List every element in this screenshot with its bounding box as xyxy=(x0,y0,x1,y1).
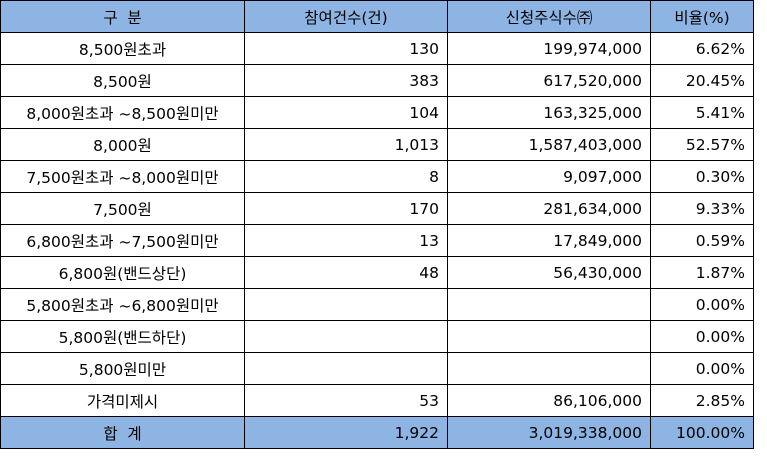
row-count: 1,013 xyxy=(244,128,448,161)
total-count: 1,922 xyxy=(244,416,448,449)
table-row: 8,500원초과 130 199,974,000 6.62% xyxy=(0,32,754,65)
table-row: 가격미제시 53 86,106,000 2.85% xyxy=(0,384,754,417)
header-category: 구 분 xyxy=(0,0,245,33)
row-ratio: 0.59% xyxy=(650,224,754,257)
row-ratio: 52.57% xyxy=(650,128,754,161)
row-label: 5,800원(밴드하단) xyxy=(0,320,245,353)
header-count: 참여건수(건) xyxy=(244,0,448,33)
row-label: 7,500원초과 ~8,000원미만 xyxy=(0,160,245,193)
row-count xyxy=(244,288,448,321)
row-ratio: 0.00% xyxy=(650,288,754,321)
row-shares: 1,587,403,000 xyxy=(447,128,651,161)
row-shares: 17,849,000 xyxy=(447,224,651,257)
row-count: 383 xyxy=(244,64,448,97)
row-shares: 617,520,000 xyxy=(447,64,651,97)
row-label: 5,800원초과 ~6,800원미만 xyxy=(0,288,245,321)
row-label: 8,500원 xyxy=(0,64,245,97)
header-ratio: 비율(%) xyxy=(650,0,754,33)
row-count xyxy=(244,320,448,353)
row-ratio: 1.87% xyxy=(650,256,754,289)
row-label: 가격미제시 xyxy=(0,384,245,417)
row-shares: 199,974,000 xyxy=(447,32,651,65)
table-row: 8,500원 383 617,520,000 20.45% xyxy=(0,64,754,97)
row-label: 8,000원초과 ~8,500원미만 xyxy=(0,96,245,129)
table-row: 5,800원(밴드하단) 0.00% xyxy=(0,320,754,353)
row-shares xyxy=(447,320,651,353)
row-label: 8,000원 xyxy=(0,128,245,161)
row-count: 53 xyxy=(244,384,448,417)
row-label: 7,500원 xyxy=(0,192,245,225)
row-label: 6,800원(밴드상단) xyxy=(0,256,245,289)
table-row: 7,500원 170 281,634,000 9.33% xyxy=(0,192,754,225)
row-count: 104 xyxy=(244,96,448,129)
total-ratio: 100.00% xyxy=(650,416,754,449)
row-shares xyxy=(447,352,651,385)
row-ratio: 6.62% xyxy=(650,32,754,65)
row-ratio: 0.00% xyxy=(650,320,754,353)
row-shares: 281,634,000 xyxy=(447,192,651,225)
row-count: 170 xyxy=(244,192,448,225)
row-count: 130 xyxy=(244,32,448,65)
row-label: 6,800원초과 ~7,500원미만 xyxy=(0,224,245,257)
row-ratio: 20.45% xyxy=(650,64,754,97)
row-label: 8,500원초과 xyxy=(0,32,245,65)
row-count: 8 xyxy=(244,160,448,193)
row-shares: 56,430,000 xyxy=(447,256,651,289)
total-row: 합 계 1,922 3,019,338,000 100.00% xyxy=(0,416,754,449)
table-row: 8,000원 1,013 1,587,403,000 52.57% xyxy=(0,128,754,161)
table-row: 5,800원미만 0.00% xyxy=(0,352,754,385)
row-count: 48 xyxy=(244,256,448,289)
table-row: 5,800원초과 ~6,800원미만 0.00% xyxy=(0,288,754,321)
header-shares: 신청주식수㈜ xyxy=(447,0,651,33)
table-row: 6,800원(밴드상단) 48 56,430,000 1.87% xyxy=(0,256,754,289)
row-shares: 9,097,000 xyxy=(447,160,651,193)
row-ratio: 5.41% xyxy=(650,96,754,129)
demand-forecast-table: 구 분 참여건수(건) 신청주식수㈜ 비율(%) 8,500원초과 130 199,… xyxy=(0,0,754,449)
row-shares xyxy=(447,288,651,321)
total-label: 합 계 xyxy=(0,416,245,449)
row-shares: 163,325,000 xyxy=(447,96,651,129)
row-ratio: 0.00% xyxy=(650,352,754,385)
row-count: 13 xyxy=(244,224,448,257)
row-label: 5,800원미만 xyxy=(0,352,245,385)
row-ratio: 9.33% xyxy=(650,192,754,225)
row-shares: 86,106,000 xyxy=(447,384,651,417)
table-row: 7,500원초과 ~8,000원미만 8 9,097,000 0.30% xyxy=(0,160,754,193)
table-row: 6,800원초과 ~7,500원미만 13 17,849,000 0.59% xyxy=(0,224,754,257)
total-shares: 3,019,338,000 xyxy=(447,416,651,449)
row-ratio: 0.30% xyxy=(650,160,754,193)
table-row: 8,000원초과 ~8,500원미만 104 163,325,000 5.41% xyxy=(0,96,754,129)
row-count xyxy=(244,352,448,385)
row-ratio: 2.85% xyxy=(650,384,754,417)
header-row: 구 분 참여건수(건) 신청주식수㈜ 비율(%) xyxy=(0,0,754,33)
